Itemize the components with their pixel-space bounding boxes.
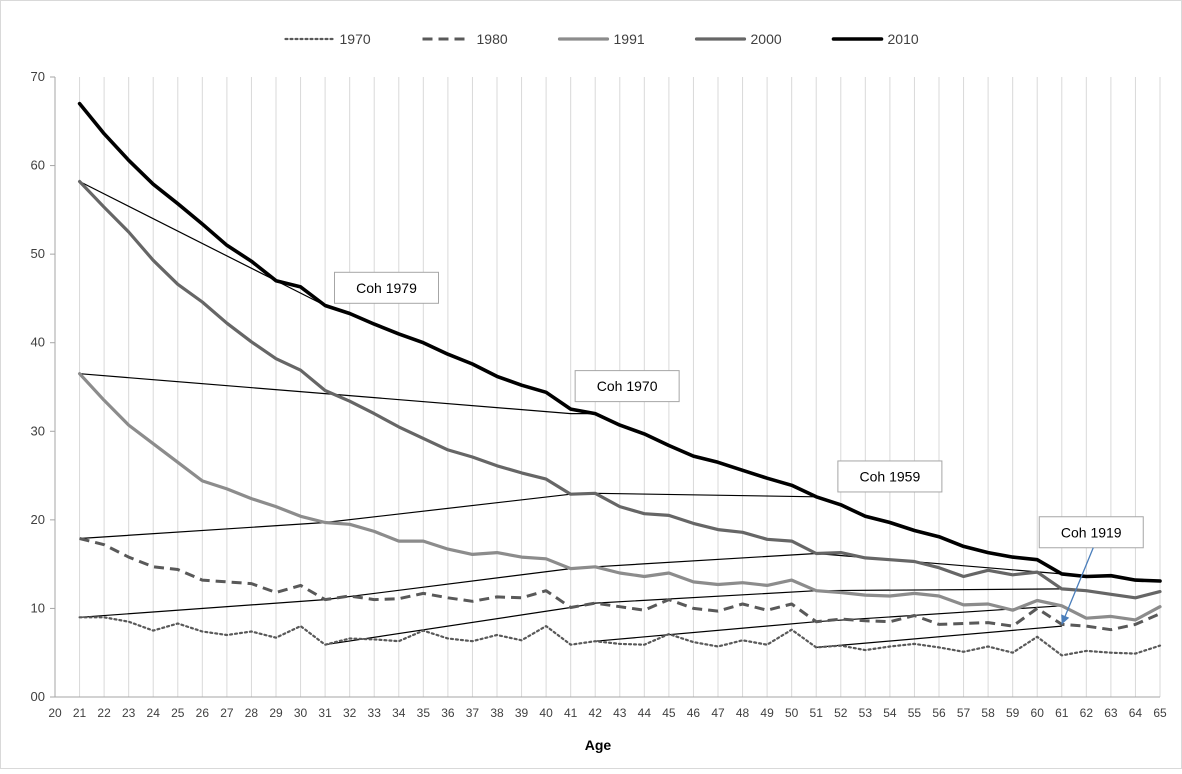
- x-tick-label-61: 61: [1055, 706, 1069, 720]
- x-tick-label-23: 23: [122, 706, 136, 720]
- x-tick-label-51: 51: [810, 706, 824, 720]
- x-tick-label-35: 35: [417, 706, 431, 720]
- annotations: Coh 1979 Coh 1970 Coh 1959 Coh 1919: [334, 271, 1144, 625]
- y-tick-label-00: 00: [31, 689, 45, 704]
- x-tick-label-65: 65: [1153, 706, 1167, 720]
- x-tick-label-22: 22: [97, 706, 111, 720]
- annotation-box-2: [574, 370, 680, 403]
- x-tick-label-59: 59: [1006, 706, 1020, 720]
- x-tick-label-46: 46: [687, 706, 701, 720]
- y-tick-label-10: 10: [31, 600, 45, 615]
- x-tick-label-20: 20: [48, 706, 62, 720]
- axes: 20 21 22 23 24 25 26 27 28 29 30 31 32 33 34 35 36 37 38 39…: [31, 69, 1167, 720]
- x-tick-label-52: 52: [834, 706, 848, 720]
- x-tick-label-49: 49: [760, 706, 774, 720]
- x-tick-label-60: 60: [1031, 706, 1045, 720]
- annotation-label-3: Coh 1959: [860, 468, 921, 484]
- series-line-2000: [77, 179, 1162, 600]
- annotation-label-1: Coh 1979: [356, 280, 417, 296]
- x-tick-label-54: 54: [883, 706, 897, 720]
- x-tick-label-32: 32: [343, 706, 357, 720]
- series-line-1980: [79, 537, 1161, 632]
- data-series: [77, 101, 1162, 657]
- legend: 1970 1980 1991 2000 2010: [284, 31, 919, 47]
- series-line-2010: [77, 101, 1162, 583]
- x-tick-label-25: 25: [171, 706, 185, 720]
- x-tick-label-30: 30: [294, 706, 308, 720]
- x-tick-label-62: 62: [1080, 706, 1094, 720]
- x-tick-label-63: 63: [1104, 706, 1118, 720]
- x-tick-label-43: 43: [613, 706, 627, 720]
- y-tick-label-20: 20: [31, 512, 45, 527]
- x-tick-label-33: 33: [368, 706, 382, 720]
- x-tick-label-26: 26: [196, 706, 210, 720]
- x-tick-label-24: 24: [147, 706, 161, 720]
- x-tick-label-64: 64: [1129, 706, 1143, 720]
- x-tick-label-42: 42: [589, 706, 603, 720]
- cohort-line-5: [325, 588, 1062, 646]
- x-tick-label-56: 56: [932, 706, 946, 720]
- x-tick-label-57: 57: [957, 706, 971, 720]
- legend-label-1991: 1991: [614, 31, 645, 47]
- series-line-1970: [78, 616, 1162, 657]
- cohort-line-7: [816, 625, 1062, 648]
- cohort-line-1: [79, 180, 326, 307]
- y-tick-label-60: 60: [31, 158, 45, 173]
- x-tick-label-53: 53: [859, 706, 873, 720]
- y-tick-label-70: 70: [31, 69, 45, 84]
- annotation-box-4: [1038, 516, 1144, 549]
- annotation-arrowhead: [1061, 614, 1070, 625]
- x-tick-label-31: 31: [318, 706, 332, 720]
- legend-label-2010: 2010: [888, 31, 919, 47]
- x-tick-label-34: 34: [392, 706, 406, 720]
- x-tick-label-29: 29: [269, 706, 283, 720]
- legend-label-1980: 1980: [477, 31, 508, 47]
- x-tick-label-44: 44: [638, 706, 652, 720]
- x-axis-label: Age: [585, 737, 612, 753]
- x-tick-label-50: 50: [785, 706, 799, 720]
- x-tick-label-41: 41: [564, 706, 578, 720]
- annotation-arrow-line: [1061, 547, 1094, 625]
- annotation-box-1: [334, 271, 439, 304]
- x-tick-label-27: 27: [220, 706, 234, 720]
- y-tick-label-30: 30: [31, 423, 45, 438]
- y-tick-label-50: 50: [31, 246, 45, 261]
- x-tick-label-38: 38: [490, 706, 504, 720]
- x-tick-label-28: 28: [245, 706, 259, 720]
- y-tick-label-40: 40: [31, 335, 45, 350]
- x-tick-label-48: 48: [736, 706, 750, 720]
- x-tick-label-45: 45: [662, 706, 676, 720]
- x-tick-label-58: 58: [981, 706, 995, 720]
- annotation-box-3: [837, 460, 943, 493]
- x-tick-label-40: 40: [539, 706, 553, 720]
- x-tick-label-39: 39: [515, 706, 529, 720]
- x-tick-label-36: 36: [441, 706, 455, 720]
- x-tick-label-21: 21: [73, 706, 87, 720]
- annotation-label-4: Coh 1919: [1061, 524, 1122, 540]
- legend-label-2000: 2000: [751, 31, 782, 47]
- x-tick-label-37: 37: [466, 706, 480, 720]
- legend-label-1970: 1970: [340, 31, 371, 47]
- x-tick-label-55: 55: [908, 706, 922, 720]
- series-line-1991: [77, 372, 1162, 622]
- annotation-label-2: Coh 1970: [597, 378, 658, 394]
- x-tick-label-47: 47: [711, 706, 725, 720]
